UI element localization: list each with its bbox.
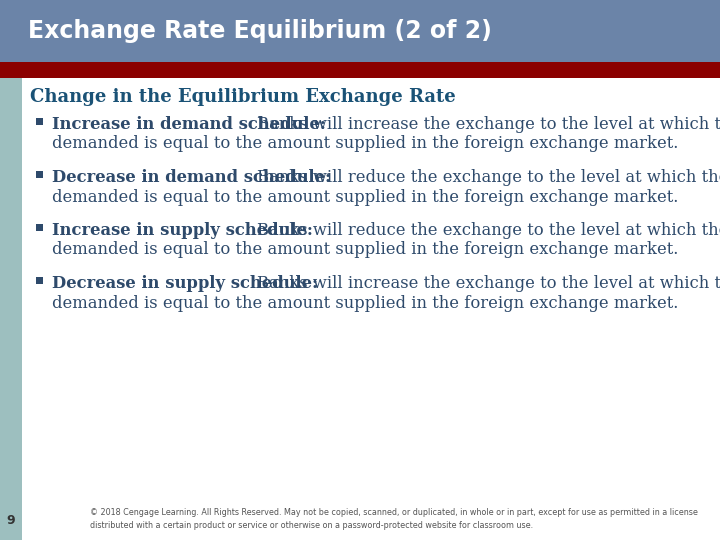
Text: Exchange Rate Equilibrium (2 of 2): Exchange Rate Equilibrium (2 of 2) — [28, 19, 492, 43]
Bar — [0, 78, 22, 540]
Text: demanded is equal to the amount supplied in the foreign exchange market.: demanded is equal to the amount supplied… — [52, 241, 678, 259]
Bar — [36, 171, 43, 178]
Text: Decrease in supply schedule:: Decrease in supply schedule: — [52, 275, 318, 292]
Text: 9: 9 — [6, 515, 15, 528]
Text: Banks will reduce the exchange to the level at which the amount: Banks will reduce the exchange to the le… — [257, 169, 720, 186]
Text: demanded is equal to the amount supplied in the foreign exchange market.: demanded is equal to the amount supplied… — [52, 188, 678, 206]
Text: Decrease in demand schedule:: Decrease in demand schedule: — [52, 169, 331, 186]
Text: Change in the Equilibrium Exchange Rate: Change in the Equilibrium Exchange Rate — [30, 88, 456, 106]
Text: Banks will reduce the exchange to the level at which the amount: Banks will reduce the exchange to the le… — [257, 222, 720, 239]
Text: demanded is equal to the amount supplied in the foreign exchange market.: demanded is equal to the amount supplied… — [52, 294, 678, 312]
Bar — [36, 277, 43, 284]
Text: demanded is equal to the amount supplied in the foreign exchange market.: demanded is equal to the amount supplied… — [52, 136, 678, 152]
Bar — [0, 502, 22, 540]
Bar — [0, 0, 720, 62]
Text: Increase in supply schedule:: Increase in supply schedule: — [52, 222, 313, 239]
Text: Banks will increase the exchange to the level at which the amount: Banks will increase the exchange to the … — [257, 275, 720, 292]
Text: © 2018 Cengage Learning. All Rights Reserved. May not be copied, scanned, or dup: © 2018 Cengage Learning. All Rights Rese… — [90, 508, 698, 530]
Bar — [36, 118, 43, 125]
Text: Banks will increase the exchange to the level at which the amount: Banks will increase the exchange to the … — [257, 116, 720, 133]
Bar — [0, 62, 720, 78]
Bar — [36, 224, 43, 231]
Text: Increase in demand schedule:: Increase in demand schedule: — [52, 116, 326, 133]
